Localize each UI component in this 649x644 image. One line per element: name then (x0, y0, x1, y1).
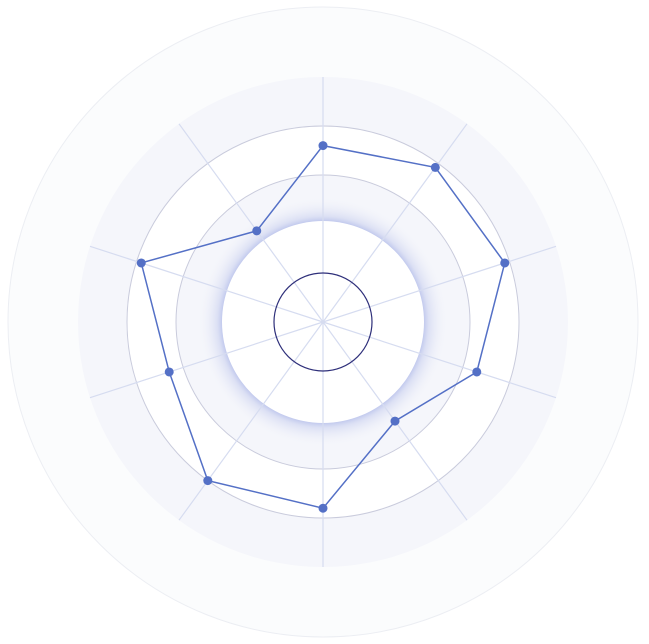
ring-1 (273, 272, 373, 372)
data-point (430, 162, 440, 172)
data-point (136, 258, 146, 268)
data-point (390, 416, 400, 426)
data-point (318, 141, 328, 151)
data-point (252, 226, 262, 236)
data-point (164, 367, 174, 377)
axis-spoke (322, 321, 557, 399)
data-point (318, 503, 328, 513)
data-point (203, 476, 213, 486)
axis-spoke (322, 123, 468, 323)
axis-spoke (178, 321, 324, 521)
axis-spoke (322, 245, 557, 323)
axis-spoke (178, 123, 324, 323)
axis-spoke (89, 321, 324, 399)
data-point (500, 258, 510, 268)
radar-series (136, 141, 510, 513)
radar-grid (7, 6, 639, 638)
data-point (472, 367, 482, 377)
axis-spoke (89, 245, 324, 323)
